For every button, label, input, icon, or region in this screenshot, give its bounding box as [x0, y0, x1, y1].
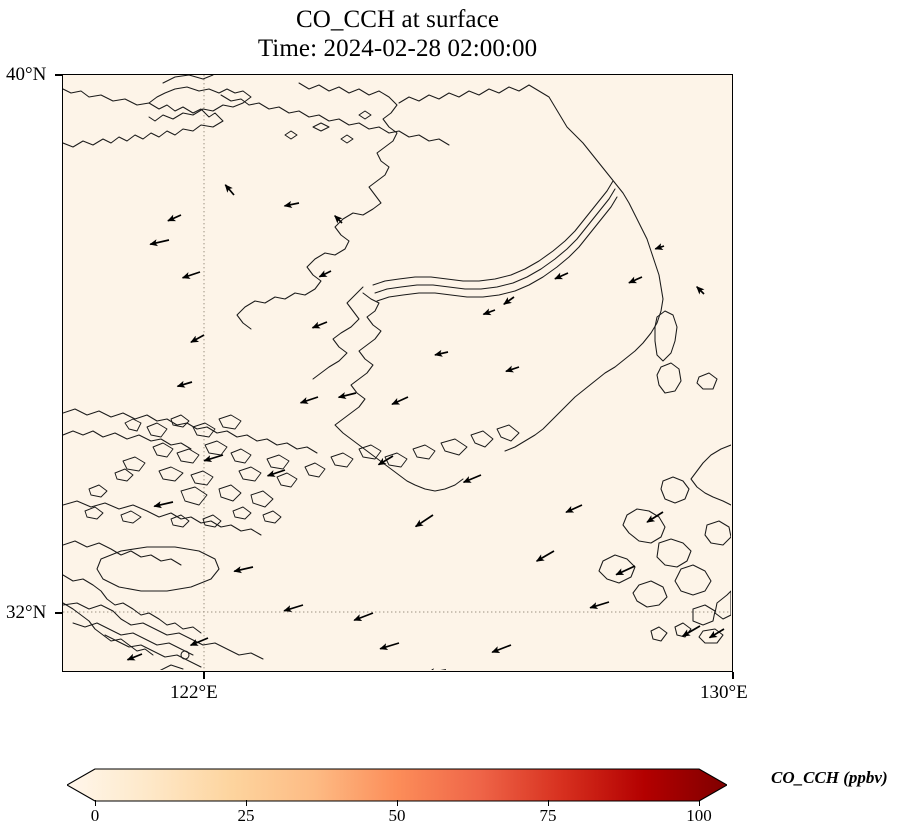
colorbar-tick-label-25: 25 — [237, 806, 255, 825]
wind-arrow — [708, 628, 725, 639]
wind-arrow — [414, 514, 434, 528]
korea-japan-coastline — [84, 82, 731, 644]
wind-arrow — [646, 511, 664, 523]
ytick-mark-32n — [55, 612, 62, 614]
wind-arrow — [535, 550, 555, 562]
jeju-island — [96, 546, 220, 592]
wind-arrow — [554, 272, 569, 280]
ytick-label-32n: 32°N — [6, 602, 47, 623]
map-vector-layer — [63, 75, 731, 670]
title-line-1: CO_CCH at surface — [295, 6, 500, 33]
wind-arrow — [318, 270, 332, 278]
colorbar-tick-label-0: 0 — [90, 806, 100, 825]
wind-arrow — [462, 474, 482, 484]
colorbar-tick-75 — [548, 800, 550, 806]
wind-arrow — [203, 454, 224, 463]
ytick-mark-40n — [55, 74, 62, 76]
wind-arrow — [615, 565, 636, 576]
wind-arrow — [283, 604, 304, 613]
wind-arrow — [628, 276, 643, 284]
xtick-label-122e: 122°E — [170, 682, 218, 703]
xtick-mark-122e — [203, 672, 205, 679]
wind-arrow — [266, 469, 286, 477]
wind-arrow — [126, 653, 143, 661]
wind-arrow — [176, 380, 193, 388]
xtick-label-130e: 130°E — [700, 682, 748, 703]
colorbar-tick-label-75: 75 — [539, 806, 557, 825]
wind-arrow — [334, 215, 343, 224]
wind-arrow — [153, 501, 174, 509]
colorbar-tick-0 — [95, 800, 97, 806]
wind-arrow — [681, 625, 701, 637]
wind-arrow — [311, 321, 328, 329]
wind-arrow — [565, 504, 583, 514]
wind-arrow — [189, 637, 209, 647]
wind-arrow — [491, 644, 512, 654]
wind-arrow — [505, 365, 520, 373]
page-title: CO_CCH at surface Time: 2024-02-28 02:00… — [0, 6, 795, 63]
wind-arrow — [224, 184, 235, 196]
wind-arrow — [503, 296, 515, 305]
colorbar-gradient — [67, 768, 727, 802]
colorbar-tick-100 — [699, 800, 701, 806]
wind-arrow — [149, 239, 170, 247]
colorbar-tick-25 — [246, 800, 248, 806]
colorbar-tick-label-50: 50 — [388, 806, 406, 825]
wind-arrow — [377, 455, 394, 466]
wind-vector-quiver — [126, 184, 725, 670]
colorbar-tick-label-100: 100 — [686, 806, 712, 825]
wind-arrow — [283, 200, 300, 208]
coastline-layer — [63, 75, 450, 670]
wind-arrow — [654, 243, 665, 250]
wind-arrow — [434, 349, 449, 357]
wind-arrow — [190, 334, 205, 343]
wind-arrow — [233, 566, 254, 574]
colorbar[interactable] — [67, 766, 727, 804]
title-line-2: Time: 2024-02-28 02:00:00 — [257, 34, 538, 62]
wind-arrow — [337, 392, 357, 400]
wind-arrow — [299, 396, 319, 404]
wind-arrow — [353, 612, 374, 622]
map-gridlines — [63, 75, 731, 670]
colorbar-axis-label: CO_CCH (ppbv) — [771, 768, 888, 787]
wind-arrow — [391, 396, 409, 406]
wind-arrow — [589, 601, 610, 610]
colorbar-tick-50 — [397, 800, 399, 806]
wind-arrow — [167, 214, 182, 222]
wind-arrow — [181, 271, 201, 279]
wind-arrow — [379, 642, 400, 651]
map-plot-area[interactable] — [62, 74, 733, 672]
wind-arrow — [696, 286, 705, 295]
ytick-label-40n: 40°N — [6, 64, 47, 85]
wind-arrow — [482, 308, 496, 316]
xtick-mark-130e — [732, 672, 734, 679]
